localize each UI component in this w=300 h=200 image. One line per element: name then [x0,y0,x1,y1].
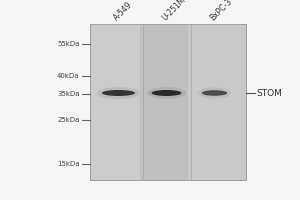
Text: STOM: STOM [256,88,282,98]
Bar [140,24,194,180]
Bar [90,24,246,180]
Ellipse shape [202,90,227,96]
Bar [92,24,146,180]
Text: 15kDa: 15kDa [57,161,80,167]
Text: 35kDa: 35kDa [57,91,80,97]
Bar [90,24,246,180]
Text: 55kDa: 55kDa [57,41,80,47]
Text: U-251MG: U-251MG [160,0,191,22]
Bar [188,24,242,180]
Text: 25kDa: 25kDa [57,117,80,123]
Ellipse shape [198,87,231,99]
Text: BxPC-3: BxPC-3 [208,0,234,22]
Ellipse shape [97,87,140,99]
Ellipse shape [102,90,135,96]
Text: 40kDa: 40kDa [57,73,80,79]
Ellipse shape [152,90,182,96]
Ellipse shape [147,87,186,99]
Text: A-549: A-549 [112,0,134,22]
